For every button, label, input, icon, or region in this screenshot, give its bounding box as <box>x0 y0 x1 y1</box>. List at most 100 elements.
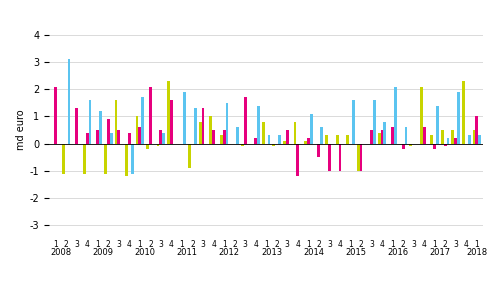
Bar <box>109 133 112 144</box>
Bar <box>444 144 447 146</box>
Bar <box>296 144 299 176</box>
Bar <box>373 100 376 144</box>
Bar <box>262 122 265 144</box>
Bar <box>107 119 109 144</box>
Bar <box>244 97 246 144</box>
Text: 2014: 2014 <box>303 248 324 257</box>
Bar <box>188 144 191 168</box>
Bar <box>273 144 275 146</box>
Bar <box>225 103 228 144</box>
Bar <box>86 133 89 144</box>
Bar <box>293 122 296 144</box>
Bar <box>370 130 373 144</box>
Text: 2009: 2009 <box>93 248 113 257</box>
Bar <box>241 144 244 146</box>
Bar <box>199 122 202 144</box>
Bar <box>212 130 215 144</box>
Bar <box>357 144 359 171</box>
Bar <box>409 144 412 146</box>
Bar <box>157 144 160 146</box>
Bar <box>236 127 239 144</box>
Bar <box>254 138 257 144</box>
Bar <box>220 136 223 144</box>
Bar <box>99 111 102 144</box>
Bar <box>352 100 355 144</box>
Bar <box>378 133 381 144</box>
Bar <box>346 136 349 144</box>
Bar <box>420 87 423 144</box>
Text: 2012: 2012 <box>219 248 240 257</box>
Bar <box>139 127 141 144</box>
Text: 2013: 2013 <box>261 248 282 257</box>
Bar <box>146 144 149 149</box>
Bar <box>183 92 186 144</box>
Bar <box>433 144 436 149</box>
Bar <box>194 108 197 144</box>
Bar <box>462 81 465 144</box>
Bar <box>167 81 170 144</box>
Bar <box>478 136 481 144</box>
Text: 2008: 2008 <box>50 248 71 257</box>
Bar <box>310 114 313 144</box>
Bar <box>202 108 205 144</box>
Bar <box>75 108 78 144</box>
Bar <box>83 144 86 174</box>
Text: 2010: 2010 <box>135 248 156 257</box>
Bar <box>223 130 225 144</box>
Bar <box>141 97 144 144</box>
Bar <box>436 106 439 144</box>
Bar <box>125 144 128 176</box>
Bar <box>394 87 397 144</box>
Bar <box>170 100 173 144</box>
Bar <box>283 141 286 144</box>
Text: 2011: 2011 <box>177 248 198 257</box>
Bar <box>162 133 165 144</box>
Bar <box>96 130 99 144</box>
Bar <box>320 127 323 144</box>
Text: 2015: 2015 <box>345 248 366 257</box>
Bar <box>391 127 394 144</box>
Bar <box>149 87 152 144</box>
Bar <box>136 117 139 144</box>
Bar <box>475 117 478 144</box>
Bar <box>384 122 387 144</box>
Bar <box>325 136 328 144</box>
Bar <box>455 138 457 144</box>
Bar <box>441 130 444 144</box>
Bar <box>452 130 455 144</box>
Text: 2017: 2017 <box>429 248 451 257</box>
Bar <box>473 130 475 144</box>
Bar <box>68 59 70 144</box>
Bar <box>114 100 117 144</box>
Bar <box>307 138 310 144</box>
Bar <box>268 136 271 144</box>
Bar <box>128 133 131 144</box>
Bar <box>405 127 407 144</box>
Bar <box>257 106 260 144</box>
Bar <box>286 130 289 144</box>
Bar <box>89 100 92 144</box>
Bar <box>278 136 281 144</box>
Bar <box>104 144 107 174</box>
Bar <box>339 144 341 171</box>
Bar <box>457 92 460 144</box>
Bar <box>402 144 405 149</box>
Bar <box>468 136 470 144</box>
Text: 2018: 2018 <box>466 248 488 257</box>
Bar <box>54 87 57 144</box>
Bar <box>359 144 362 171</box>
Bar <box>423 127 425 144</box>
Bar <box>381 130 384 144</box>
Bar <box>210 117 212 144</box>
Bar <box>447 138 450 144</box>
Bar <box>62 144 65 174</box>
Y-axis label: md euro: md euro <box>16 110 26 150</box>
Bar <box>317 144 320 157</box>
Bar <box>336 136 339 144</box>
Bar <box>328 144 331 171</box>
Bar <box>430 136 433 144</box>
Bar <box>304 141 307 144</box>
Bar <box>117 130 120 144</box>
Bar <box>160 130 162 144</box>
Bar <box>131 144 134 174</box>
